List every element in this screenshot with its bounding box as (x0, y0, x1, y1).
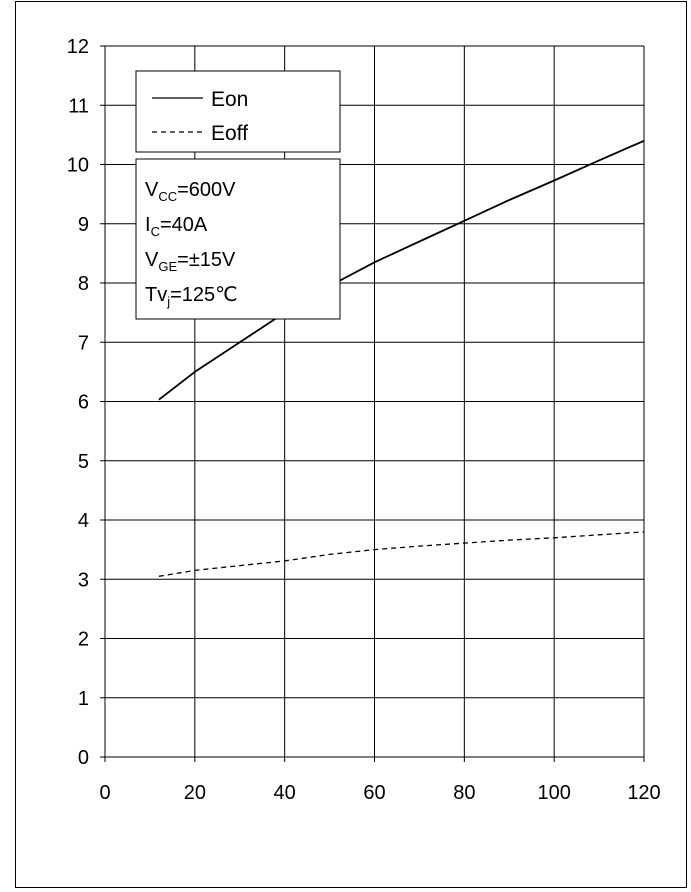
conditions-frame (135, 158, 341, 320)
condition-tvj: Tvj=125℃ (145, 284, 238, 309)
legend-label-eon: Eon (211, 88, 248, 111)
y-tick-label: 7 (78, 332, 89, 354)
y-tick-label: 8 (78, 273, 89, 295)
legend-box (135, 70, 341, 153)
y-tick-label: 1 (78, 688, 89, 710)
y-tick-label: 2 (78, 629, 89, 651)
x-tick-label: 0 (99, 782, 110, 804)
legend-label-eoff: Eoff (211, 122, 248, 145)
series-lines (158, 139, 645, 577)
x-tick-label: 60 (363, 782, 385, 804)
y-tick-label: 5 (78, 451, 89, 473)
condition-vge: VGE=±15V (145, 249, 236, 274)
x-tick-label: 120 (627, 782, 660, 804)
y-tick-label: 4 (78, 510, 89, 532)
y-tick-label: 6 (78, 392, 89, 414)
chart-frame (15, 1, 687, 888)
x-tick-label: 20 (184, 782, 206, 804)
condition-vcc: VCC=600V (145, 179, 236, 204)
y-tick-label: 3 (78, 569, 89, 591)
series-line-eoff (158, 531, 645, 577)
series-line-eon (158, 139, 645, 401)
conditions-box: VCC=600V IC=40A VGE=±15V Tvj=125℃ (135, 158, 341, 320)
x-tick-label: 40 (274, 782, 296, 804)
y-tick-label: 0 (78, 747, 89, 769)
legend: Eon Eoff (135, 70, 341, 153)
x-tick-label: 80 (453, 782, 475, 804)
condition-ic: IC=40A (145, 214, 208, 239)
y-tick-label: 12 (67, 36, 89, 58)
y-tick-label: 9 (78, 214, 89, 236)
y-tick-label: 10 (67, 155, 89, 177)
y-tick-label: 11 (68, 95, 89, 117)
x-tick-label: 100 (537, 782, 570, 804)
